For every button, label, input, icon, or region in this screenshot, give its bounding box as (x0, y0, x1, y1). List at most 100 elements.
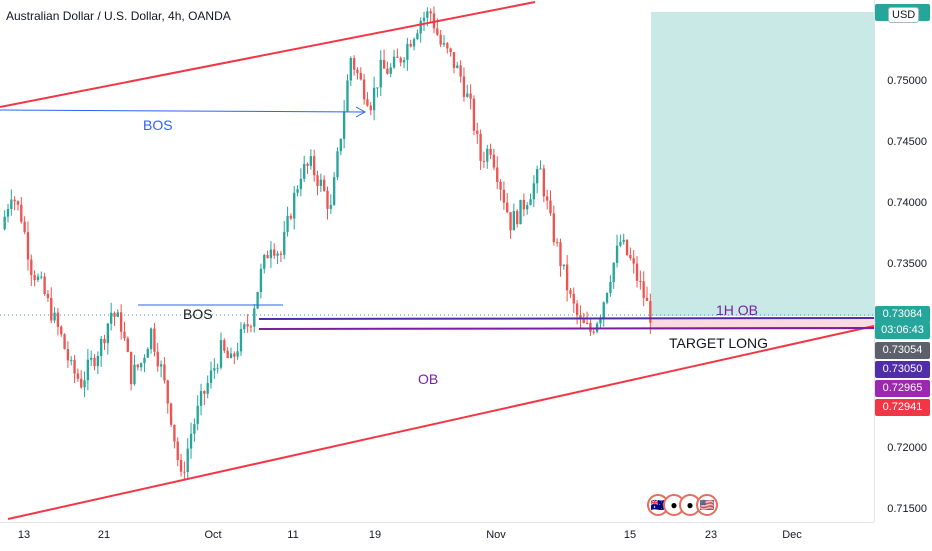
candle-body (392, 56, 396, 68)
candle-body (609, 281, 612, 294)
candle-body (163, 364, 166, 381)
candle-body (33, 275, 36, 281)
candle-body (642, 281, 645, 298)
candle-body (439, 34, 442, 45)
candle-body (539, 168, 542, 170)
candle-body (489, 148, 492, 155)
ob-1h-line (258, 317, 875, 320)
bos-upper-label: BOS (143, 117, 173, 133)
candle-body (379, 59, 382, 88)
candle-body (402, 59, 406, 63)
level-b-badge: 0.73050 (875, 361, 930, 378)
candle-body (619, 241, 622, 246)
candle-body (426, 11, 429, 18)
candle-body (605, 293, 609, 303)
candle-body (179, 459, 183, 472)
candle-body (40, 276, 43, 278)
level-c-badge: 0.72965 (875, 380, 930, 397)
candle-body (283, 231, 286, 255)
candle-body (629, 254, 632, 259)
candle-body (316, 175, 319, 186)
candle-body (376, 87, 379, 89)
candle-body (416, 33, 419, 40)
candle-body (429, 11, 432, 14)
candle-body (466, 93, 469, 97)
price-tick: 0.71500 (887, 503, 927, 515)
candle-body (406, 43, 409, 60)
candle-body (396, 56, 399, 58)
currency-selector[interactable]: USD (888, 7, 920, 23)
candle-body (60, 326, 63, 335)
bos-arrow-head (355, 106, 367, 118)
candle-body (352, 58, 356, 70)
candle-body (279, 253, 283, 255)
ob-1h-label: 1H OB (716, 302, 759, 318)
candle-body (259, 268, 263, 293)
candle-body (506, 202, 509, 213)
candle-body (536, 169, 539, 184)
candle-body (273, 249, 276, 256)
candle-body (459, 65, 462, 77)
candle-body (449, 48, 452, 53)
candle-body (113, 312, 116, 317)
price-tick: 0.73500 (887, 258, 927, 270)
candle-body (469, 93, 472, 99)
candle-body (559, 242, 562, 267)
us-events[interactable]: 🇺🇸 (696, 494, 718, 516)
time-tick: 23 (704, 529, 718, 541)
candle-body (565, 264, 569, 291)
candle-body (342, 111, 346, 139)
stop-zone (651, 318, 874, 330)
time-tick: 15 (623, 529, 637, 541)
candle-body (53, 312, 56, 321)
candle-body (256, 292, 259, 309)
candle-body (372, 87, 376, 111)
candle-body (612, 262, 615, 282)
candle-body (296, 189, 299, 193)
candle-body (173, 424, 176, 442)
candle-body (70, 359, 73, 361)
candle-body (579, 314, 582, 320)
candle-body (622, 239, 625, 242)
time-axis[interactable]: 13 21 Oct 11 19 Nov 15 23 Dec (0, 522, 874, 551)
candle-body (625, 239, 629, 255)
candle-body (592, 331, 595, 333)
lower-trendline (7, 325, 875, 520)
ob-label: OB (418, 371, 439, 387)
candle-body (306, 163, 309, 166)
level-d-badge: 0.72941 (875, 399, 930, 416)
candle-body (349, 58, 352, 81)
candle-body (123, 331, 126, 339)
candle-body (166, 380, 169, 404)
candle-body (149, 328, 153, 350)
candle-body (499, 181, 502, 190)
candle-body (36, 276, 40, 281)
candle-body (196, 405, 199, 424)
candle-body (126, 338, 129, 352)
candle-body (542, 168, 545, 197)
price-axis[interactable]: 0.75000 0.74500 0.74000 0.73500 0.72000 … (874, 0, 932, 522)
candle-body (213, 368, 216, 371)
candle-body (313, 156, 316, 176)
candle-body (649, 300, 652, 323)
candle-body (339, 138, 342, 152)
candle-body (512, 211, 516, 231)
price-tick: 0.72000 (887, 442, 927, 454)
candle-body (26, 232, 30, 260)
candle-body (362, 79, 366, 100)
candle-body (23, 221, 26, 233)
us-flag-icon[interactable]: 🇺🇸 (696, 494, 718, 516)
candle-body (186, 448, 189, 473)
candle-body (442, 43, 446, 45)
candle-body (589, 323, 592, 332)
candle-body (116, 312, 119, 317)
candle-body (129, 351, 133, 385)
candle-body (3, 216, 6, 230)
candle-body (462, 76, 466, 97)
candle-body (399, 57, 402, 63)
candle-body (96, 355, 100, 367)
economic-events[interactable]: 🇦🇺 ● ● (647, 494, 701, 516)
current-price-badge: 0.73084 (875, 306, 930, 323)
candle-body (419, 20, 422, 34)
